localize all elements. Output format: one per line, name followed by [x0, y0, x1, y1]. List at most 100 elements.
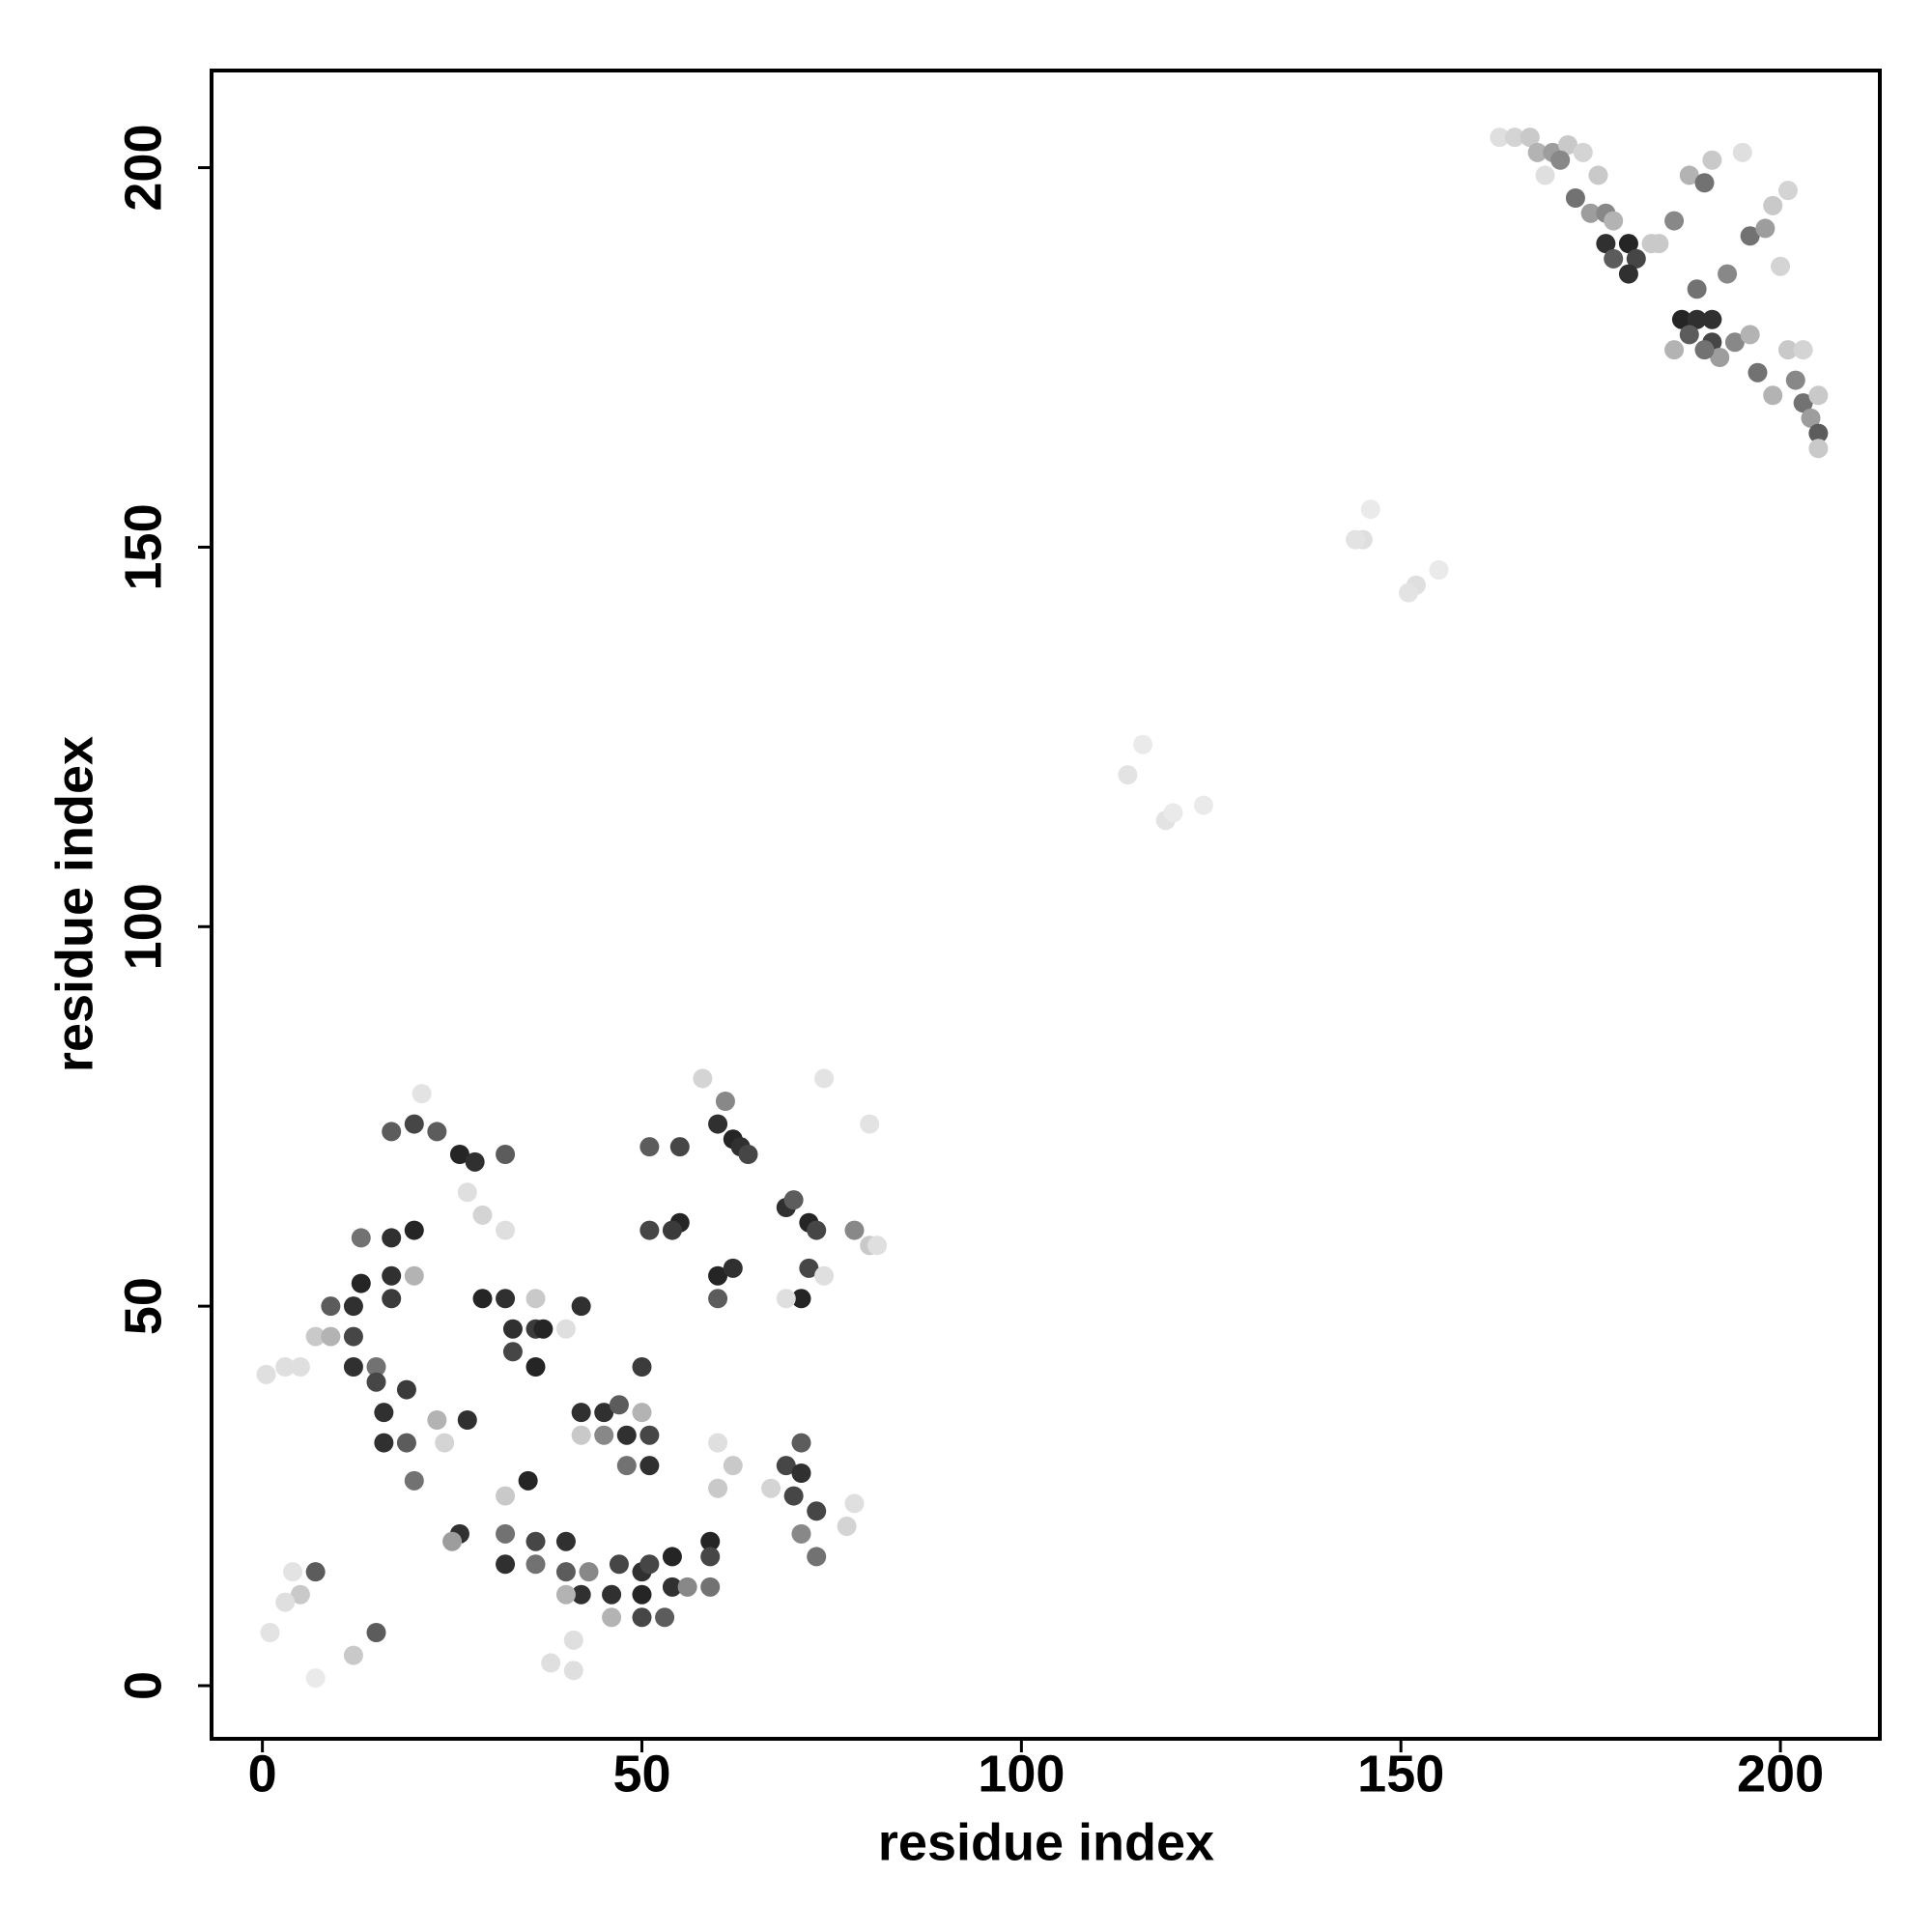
- contact-point: [465, 1151, 485, 1172]
- contact-point: [351, 1273, 371, 1293]
- contact-point: [449, 1145, 469, 1164]
- contact-point: [807, 1547, 827, 1567]
- contact-point: [632, 1403, 652, 1423]
- contact-point: [555, 1531, 576, 1551]
- contact-point: [555, 1584, 576, 1605]
- contact-point: [639, 1220, 660, 1240]
- contact-point: [579, 1562, 599, 1582]
- contact-point: [639, 1425, 660, 1445]
- contact-point: [1718, 264, 1738, 284]
- contact-point: [723, 1258, 743, 1278]
- contact-point: [404, 1220, 424, 1240]
- contact-point: [366, 1623, 386, 1642]
- contact-point: [382, 1289, 402, 1309]
- contact-point: [427, 1410, 447, 1430]
- contact-point: [412, 1084, 432, 1104]
- contact-point: [632, 1607, 652, 1628]
- contact-point: [1505, 128, 1525, 148]
- contact-point: [1808, 423, 1829, 443]
- contact-point: [457, 1182, 477, 1203]
- contact-point: [1763, 385, 1783, 406]
- contact-point: [1664, 211, 1685, 231]
- contact-point: [555, 1562, 576, 1582]
- contact-point: [502, 1342, 523, 1362]
- y-axis-title: residue index: [45, 736, 103, 1072]
- contact-point: [366, 1357, 386, 1377]
- contact-point: [343, 1357, 363, 1377]
- contact-point: [1550, 150, 1571, 170]
- contact-point: [1118, 765, 1138, 785]
- contact-point: [814, 1068, 835, 1089]
- contact-point: [396, 1433, 416, 1453]
- contact-point: [708, 1478, 728, 1498]
- contact-point: [435, 1433, 455, 1453]
- contact-point: [1740, 226, 1760, 246]
- contact-point: [761, 1478, 781, 1498]
- contact-point: [723, 1456, 743, 1476]
- x-tick-label: 200: [1737, 1745, 1824, 1803]
- contact-point: [783, 1190, 804, 1210]
- contact-point: [844, 1493, 865, 1514]
- contact-point: [1664, 340, 1685, 360]
- x-axis-title: residue index: [878, 1813, 1214, 1871]
- points: [256, 128, 1829, 1689]
- contact-point: [457, 1410, 477, 1430]
- contact-point: [1649, 234, 1669, 254]
- contact-point: [1777, 340, 1798, 360]
- contact-point: [791, 1433, 811, 1453]
- contact-point: [662, 1547, 682, 1567]
- contact-point: [1580, 203, 1601, 223]
- contact-point: [343, 1326, 363, 1347]
- contact-point: [260, 1623, 280, 1642]
- contact-point: [1732, 142, 1752, 162]
- contact-point: [1490, 128, 1510, 148]
- contact-point: [382, 1122, 402, 1142]
- contact-point: [1777, 181, 1798, 201]
- contact-point: [563, 1630, 583, 1650]
- contact-point: [837, 1517, 857, 1536]
- contact-point: [1565, 188, 1585, 208]
- contact-point: [807, 1220, 827, 1240]
- contact-point: [496, 1486, 516, 1506]
- contact-point: [662, 1220, 682, 1240]
- contact-point: [807, 1501, 827, 1521]
- contact-point: [1573, 142, 1593, 162]
- contact-point: [1702, 309, 1722, 329]
- contact-point: [700, 1547, 721, 1567]
- contact-point: [374, 1433, 394, 1453]
- y-tick-label: 200: [114, 125, 172, 212]
- contact-point: [1399, 582, 1419, 603]
- contact-point: [351, 1228, 371, 1248]
- contact-point: [496, 1554, 516, 1575]
- contact-point: [571, 1296, 591, 1317]
- contact-point: [669, 1137, 690, 1157]
- contact-point: [1604, 248, 1624, 269]
- x-tick-label: 150: [1357, 1745, 1444, 1803]
- contact-point: [776, 1289, 796, 1309]
- contact-point: [526, 1554, 546, 1575]
- contact-point: [472, 1289, 493, 1309]
- contact-point: [1671, 309, 1691, 329]
- contact-point: [708, 1265, 728, 1286]
- contact-point: [1710, 348, 1730, 367]
- contact-point: [708, 1289, 728, 1309]
- contact-point: [708, 1433, 728, 1453]
- x-tick-label: 100: [978, 1745, 1065, 1803]
- contact-point: [700, 1577, 721, 1597]
- contact-point: [1808, 439, 1829, 459]
- contact-point: [639, 1137, 660, 1157]
- contact-point: [1771, 256, 1791, 276]
- contact-point: [1163, 803, 1183, 823]
- x-tick-label: 0: [248, 1745, 277, 1803]
- contact-point: [404, 1470, 424, 1491]
- contact-point: [374, 1403, 394, 1423]
- contact-point: [791, 1289, 811, 1309]
- contact-point: [1596, 234, 1616, 254]
- contact-point: [496, 1145, 516, 1164]
- contact-point: [382, 1265, 402, 1286]
- contact-point: [609, 1554, 629, 1575]
- contact-point: [1801, 408, 1821, 428]
- contact-point: [343, 1296, 363, 1317]
- contact-point: [275, 1357, 296, 1377]
